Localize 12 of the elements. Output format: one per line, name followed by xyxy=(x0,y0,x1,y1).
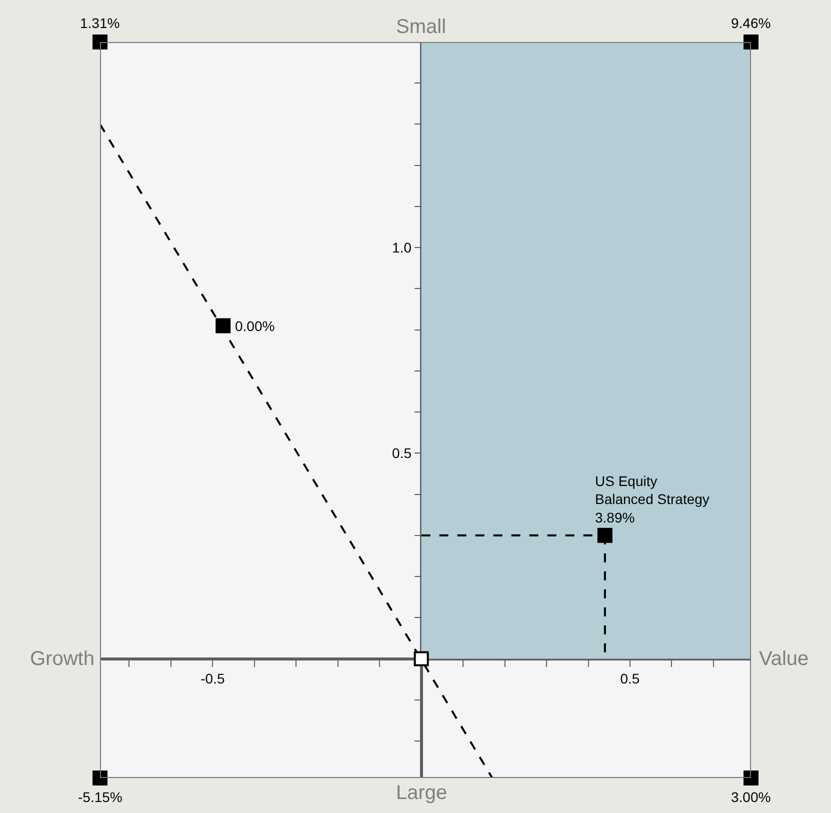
annotation: 3.00% xyxy=(731,789,771,805)
text: Small xyxy=(396,16,446,38)
annotation: 9.46% xyxy=(731,15,771,31)
annotation: US Equity Balanced Strategy 3.89% xyxy=(595,473,710,526)
annotation: -5.15% xyxy=(78,789,122,805)
annotation: 0.00% xyxy=(235,318,275,334)
text: Growth xyxy=(30,648,94,670)
x-tick-label: -0.5 xyxy=(200,670,225,687)
y-tick-label: 1.0 xyxy=(392,239,412,256)
text: Large xyxy=(396,782,448,804)
text: Value xyxy=(759,648,809,670)
annotation: 1.31% xyxy=(80,15,120,31)
